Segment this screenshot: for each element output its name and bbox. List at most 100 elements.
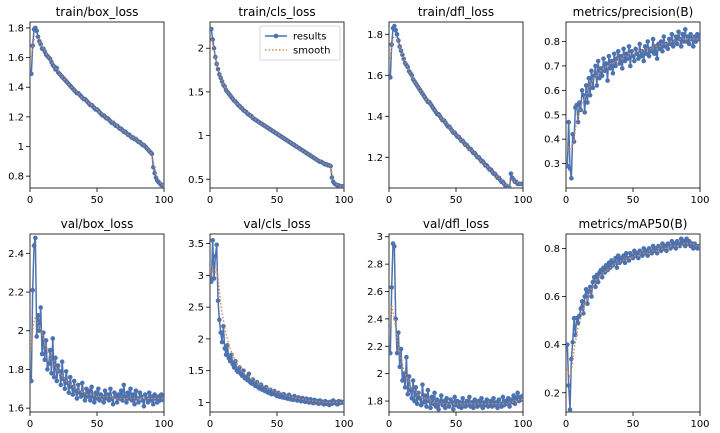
- x-tick-label: 0: [563, 419, 569, 430]
- x-tick-label: 100: [690, 419, 709, 430]
- results-point: [61, 376, 66, 382]
- results-point: [144, 396, 149, 401]
- results-point: [420, 382, 425, 387]
- y-tick-label: 2: [18, 326, 24, 337]
- results-point: [451, 406, 456, 412]
- results-point: [622, 260, 628, 266]
- panel-val-cls-loss: val/cls_loss 0 50 100 1 1.5 2 2.5 3 3.5: [188, 217, 353, 430]
- results-point: [400, 52, 405, 58]
- results-point: [607, 66, 613, 71]
- results-point: [223, 352, 229, 358]
- results-point: [394, 350, 400, 356]
- results-point: [570, 339, 575, 345]
- results-point: [606, 53, 612, 59]
- x-tick-label: 100: [513, 195, 532, 206]
- panel-title: metrics/precision(B): [573, 5, 694, 19]
- results-point: [225, 342, 230, 348]
- results-point: [121, 382, 127, 388]
- results-point: [438, 393, 444, 398]
- results-point: [146, 390, 152, 395]
- results-point: [213, 253, 218, 259]
- legend: results smooth: [259, 25, 341, 61]
- y-tick-label: 0.4: [544, 135, 560, 146]
- results-point: [577, 100, 582, 105]
- y-tick-label: 3.5: [188, 239, 204, 250]
- results-point: [118, 388, 124, 394]
- results-point: [447, 404, 452, 409]
- results-point: [581, 92, 586, 98]
- results-point: [392, 244, 397, 249]
- panel-val-dfl-loss: val/dfl_loss 0 50 100 1.8 2 2.2 2.4 2.6 2.8 3: [367, 217, 532, 430]
- results-point: [611, 260, 617, 266]
- results-point: [92, 400, 97, 405]
- results-point: [128, 386, 133, 392]
- results-point: [86, 388, 92, 394]
- results-point: [625, 56, 630, 61]
- results-point: [676, 29, 681, 35]
- results-point: [567, 407, 573, 412]
- results-point: [59, 359, 65, 365]
- y-tick-label: 0.2: [544, 388, 560, 399]
- results-point: [30, 378, 34, 384]
- y-tick-label: 3: [198, 271, 204, 282]
- y-tick-label: 2.2: [367, 342, 383, 353]
- results-point: [210, 279, 214, 284]
- results-point: [422, 393, 428, 398]
- results-point: [227, 358, 233, 364]
- results-point: [602, 68, 608, 74]
- results-point: [613, 63, 618, 69]
- x-tick-label: 0: [386, 419, 392, 430]
- results-point: [578, 306, 584, 311]
- results-point: [47, 347, 53, 353]
- results-point: [124, 400, 129, 405]
- results-point: [341, 183, 344, 188]
- results-point: [658, 39, 664, 44]
- results-point: [673, 34, 679, 39]
- plot-area: [30, 25, 164, 188]
- y-tick-label: 0.3: [544, 159, 560, 170]
- results-point: [405, 391, 411, 397]
- results-point: [603, 61, 609, 66]
- results-point: [152, 392, 157, 397]
- results-point: [566, 383, 571, 388]
- legend-smooth-label: smooth: [293, 46, 330, 57]
- results-point: [669, 31, 675, 37]
- panel-title: train/box_loss: [56, 5, 139, 19]
- results-point: [51, 374, 57, 380]
- results-point: [137, 390, 143, 395]
- results-point: [63, 369, 69, 374]
- results-point: [159, 392, 164, 397]
- results-point: [105, 392, 111, 397]
- results-point: [136, 400, 141, 405]
- results-point: [636, 255, 641, 261]
- results-point: [112, 390, 117, 395]
- y-tick-label: 0.6: [544, 86, 560, 97]
- results-point: [49, 371, 54, 376]
- results-point: [624, 51, 629, 57]
- results-point: [637, 41, 642, 47]
- y-tick-label: 2: [198, 334, 204, 345]
- results-point: [615, 48, 621, 54]
- y-tick-label: 1: [198, 131, 204, 142]
- results-point: [520, 393, 523, 398]
- results-point: [149, 151, 155, 157]
- results-point: [400, 378, 405, 383]
- results-point: [664, 248, 669, 254]
- results-point: [678, 44, 684, 49]
- results-point: [406, 374, 412, 379]
- panel-title: metrics/mAP50(B): [579, 217, 688, 231]
- results-point: [54, 378, 60, 384]
- x-tick-label: 100: [690, 195, 709, 206]
- plot-area: [30, 235, 164, 409]
- results-line: [389, 24, 523, 188]
- results-point: [150, 164, 156, 170]
- results-point: [626, 44, 632, 49]
- smooth-line: [566, 242, 700, 379]
- results-point: [582, 294, 588, 299]
- results-point: [393, 27, 399, 33]
- y-tick-label: 1.4: [8, 83, 24, 94]
- results-point: [484, 397, 490, 402]
- results-point: [246, 371, 252, 377]
- results-point: [682, 27, 688, 32]
